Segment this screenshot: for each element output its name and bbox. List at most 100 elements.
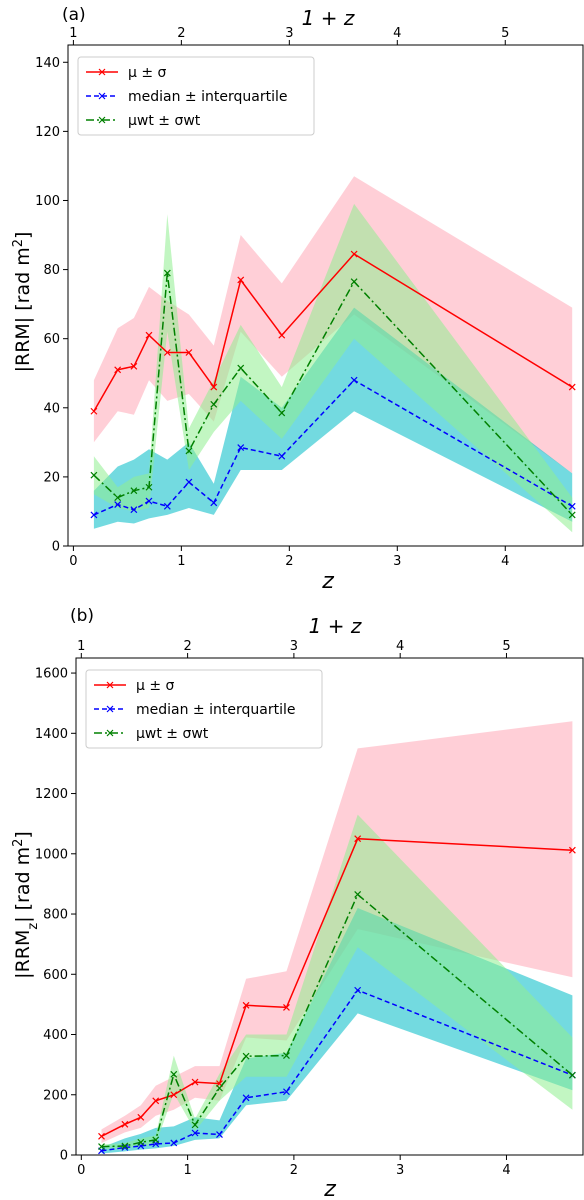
point-b-0-2: [137, 1113, 145, 1121]
x-tick-label-b-4: 4: [502, 1163, 510, 1178]
top-tick-label-b-0: 1: [77, 639, 85, 654]
point-a-2-0: [90, 471, 98, 479]
top-tick-label-a-2: 3: [285, 26, 293, 41]
point-b-2-6: [216, 1084, 223, 1092]
x-tick-label-b-2: 2: [290, 1163, 298, 1178]
point-b-2-9: [354, 891, 362, 898]
top-tick-label-b-2: 3: [290, 639, 298, 654]
y-tick-label-b-5: 1000: [35, 847, 68, 862]
point-a-1-6: [210, 499, 218, 507]
y-tick-label-b-1: 200: [43, 1088, 68, 1103]
point-a-0-5: [185, 349, 193, 356]
panel-b: (b) 1 + z 0 1 2 3 4 0 200 400 600 800 1000 1200 1400…: [11, 606, 584, 1200]
point-b-2-5: [191, 1121, 199, 1129]
point-b-2-7: [242, 1052, 250, 1060]
point-a-0-9: [350, 250, 358, 258]
band-b-2: [101, 814, 573, 1149]
point-a-0-0: [90, 407, 98, 415]
y-tick-label-a-7: 140: [35, 56, 60, 71]
point-a-0-2: [130, 362, 138, 370]
y-tick-label-b-4: 800: [43, 908, 68, 923]
x-tick-label-b-1: 1: [183, 1163, 191, 1178]
plot-frame-a: [67, 44, 584, 547]
point-a-1-7: [237, 444, 245, 451]
axes-frame-b: [75, 657, 584, 1156]
point-b-0-5: [191, 1078, 199, 1086]
point-a-2-1: [114, 494, 122, 502]
point-a-1-1: [114, 501, 122, 508]
point-a-1-0: [90, 511, 98, 519]
point-a-1-9: [350, 376, 358, 384]
y-tick-label-a-2: 40: [43, 401, 60, 416]
panel-label-a: (a): [62, 5, 86, 25]
plot-frame-b: [75, 657, 584, 1156]
point-b-1-6: [216, 1131, 223, 1138]
top-axis-title-b: 1 + z: [309, 614, 362, 638]
legend-label-b-0: μ ± σ: [136, 678, 175, 694]
y-tick-label-a-5: 100: [35, 194, 60, 209]
legend-marker-a-0: [98, 68, 106, 76]
x-tick-label-b-3: 3: [396, 1163, 404, 1178]
point-b-0-3: [152, 1097, 160, 1105]
legend-label-a-1: median ± interquartile: [128, 89, 287, 105]
x-tick-label-a-2: 2: [285, 554, 293, 569]
top-tick-label-a-3: 4: [393, 26, 401, 41]
top-tick-label-b-4: 5: [502, 639, 510, 654]
y-tick-label-a-1: 20: [43, 470, 60, 485]
point-a-0-4: [163, 349, 171, 356]
y-tick-label-a-0: 0: [52, 540, 60, 555]
point-b-2-8: [283, 1052, 290, 1060]
legend-marker-b-1: [106, 705, 114, 713]
y-tick-label-a-6: 120: [35, 125, 60, 140]
point-a-2-3: [145, 483, 153, 491]
y-axis-title-a: |RRM| [rad m2]: [11, 232, 35, 373]
point-b-2-4: [170, 1070, 178, 1078]
y-tick-label-b-2: 400: [43, 1028, 68, 1043]
top-tick-label-a-0: 1: [69, 26, 77, 41]
point-b-0-9: [354, 835, 362, 843]
point-b-0-8: [283, 1003, 290, 1011]
point-b-1-4: [170, 1139, 178, 1147]
legend-label-b-1: median ± interquartile: [136, 702, 295, 718]
legend-marker-a-2: [98, 116, 106, 124]
point-a-1-3: [145, 497, 153, 505]
legend-marker-a-1: [98, 92, 106, 100]
point-a-2-2: [130, 487, 138, 495]
point-a-0-3: [145, 331, 153, 339]
y-axis-title-b: |RRMz| [rad m2]: [11, 831, 41, 979]
legend-marker-b-0: [106, 681, 114, 689]
point-b-0-1: [121, 1120, 129, 1128]
legend-label-a-0: μ ± σ: [128, 65, 167, 81]
axes-frame-a: [67, 44, 584, 547]
top-tick-label-a-4: 5: [501, 26, 509, 41]
x-tick-label-a-3: 3: [393, 554, 401, 569]
panel-label-b: (b): [70, 606, 94, 626]
series-line-a-1: [93, 379, 573, 516]
point-b-2-10: [568, 1071, 576, 1079]
point-a-1-5: [185, 478, 193, 486]
y-tick-label-b-3: 600: [43, 968, 68, 983]
point-b-2-1: [121, 1142, 129, 1150]
point-a-2-5: [185, 447, 193, 455]
point-b-1-7: [242, 1094, 250, 1102]
point-b-2-3: [152, 1136, 160, 1144]
point-a-2-4: [163, 269, 171, 277]
point-a-0-1: [114, 366, 122, 374]
point-b-0-4: [170, 1091, 178, 1099]
x-tick-label-a-1: 1: [177, 554, 185, 569]
point-b-1-5: [191, 1129, 199, 1137]
point-a-2-7: [237, 364, 245, 372]
top-tick-label-b-3: 4: [396, 639, 404, 654]
point-a-1-4: [163, 502, 171, 510]
x-axis-title-a: z: [321, 569, 334, 594]
point-a-0-6: [210, 383, 218, 391]
x-axis-title-b: z: [323, 1177, 336, 1200]
x-tick-label-b-0: 0: [77, 1163, 85, 1178]
point-a-2-10: [568, 511, 576, 519]
point-a-2-9: [350, 278, 358, 286]
point-a-2-6: [210, 400, 218, 408]
y-tick-label-a-3: 60: [43, 332, 60, 347]
band-a-2: [93, 203, 573, 533]
